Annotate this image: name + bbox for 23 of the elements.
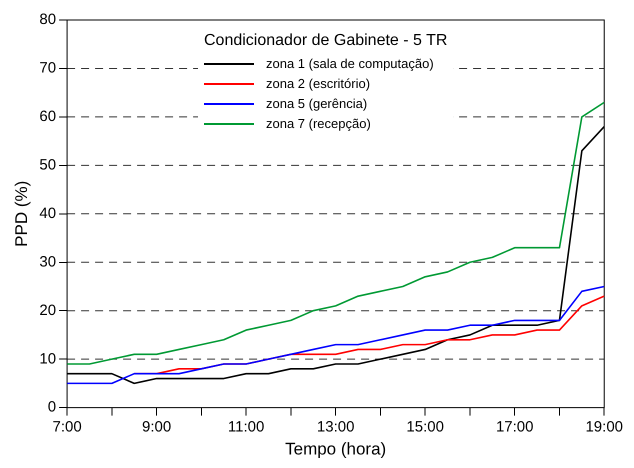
y-tick-label: 30 <box>39 253 56 270</box>
y-tick-label: 60 <box>39 108 56 126</box>
y-tick-label: 50 <box>39 156 56 174</box>
y-tick-label: 70 <box>39 60 56 77</box>
y-tick-label: 10 <box>39 350 56 368</box>
legend-label: zona 1 (sala de computação) <box>266 56 434 71</box>
legend-title: Condicionador de Gabinete - 5 TR <box>204 32 448 50</box>
x-tick-label: 19:00 <box>585 418 624 436</box>
y-tick-label: 0 <box>48 398 56 416</box>
x-tick-label: 13:00 <box>316 418 354 436</box>
legend-label: zona 5 (gerência) <box>266 96 368 111</box>
x-tick-label: 11:00 <box>228 418 264 436</box>
y-tick-label: 80 <box>39 11 56 28</box>
x-tick-label: 15:00 <box>406 418 444 436</box>
x-tick-label: 7:00 <box>52 418 82 436</box>
y-tick-label: 40 <box>39 204 56 222</box>
legend-label: zona 2 (escritório) <box>266 76 370 91</box>
y-tick-label: 20 <box>39 302 56 319</box>
x-tick-label: 17:00 <box>496 418 534 436</box>
x-axis-title: Tempo (hora) <box>285 439 386 458</box>
y-axis-title: PPD (%) <box>12 180 31 247</box>
legend-label: zona 7 (recepção) <box>266 116 371 131</box>
x-tick-label: 9:00 <box>142 418 172 436</box>
